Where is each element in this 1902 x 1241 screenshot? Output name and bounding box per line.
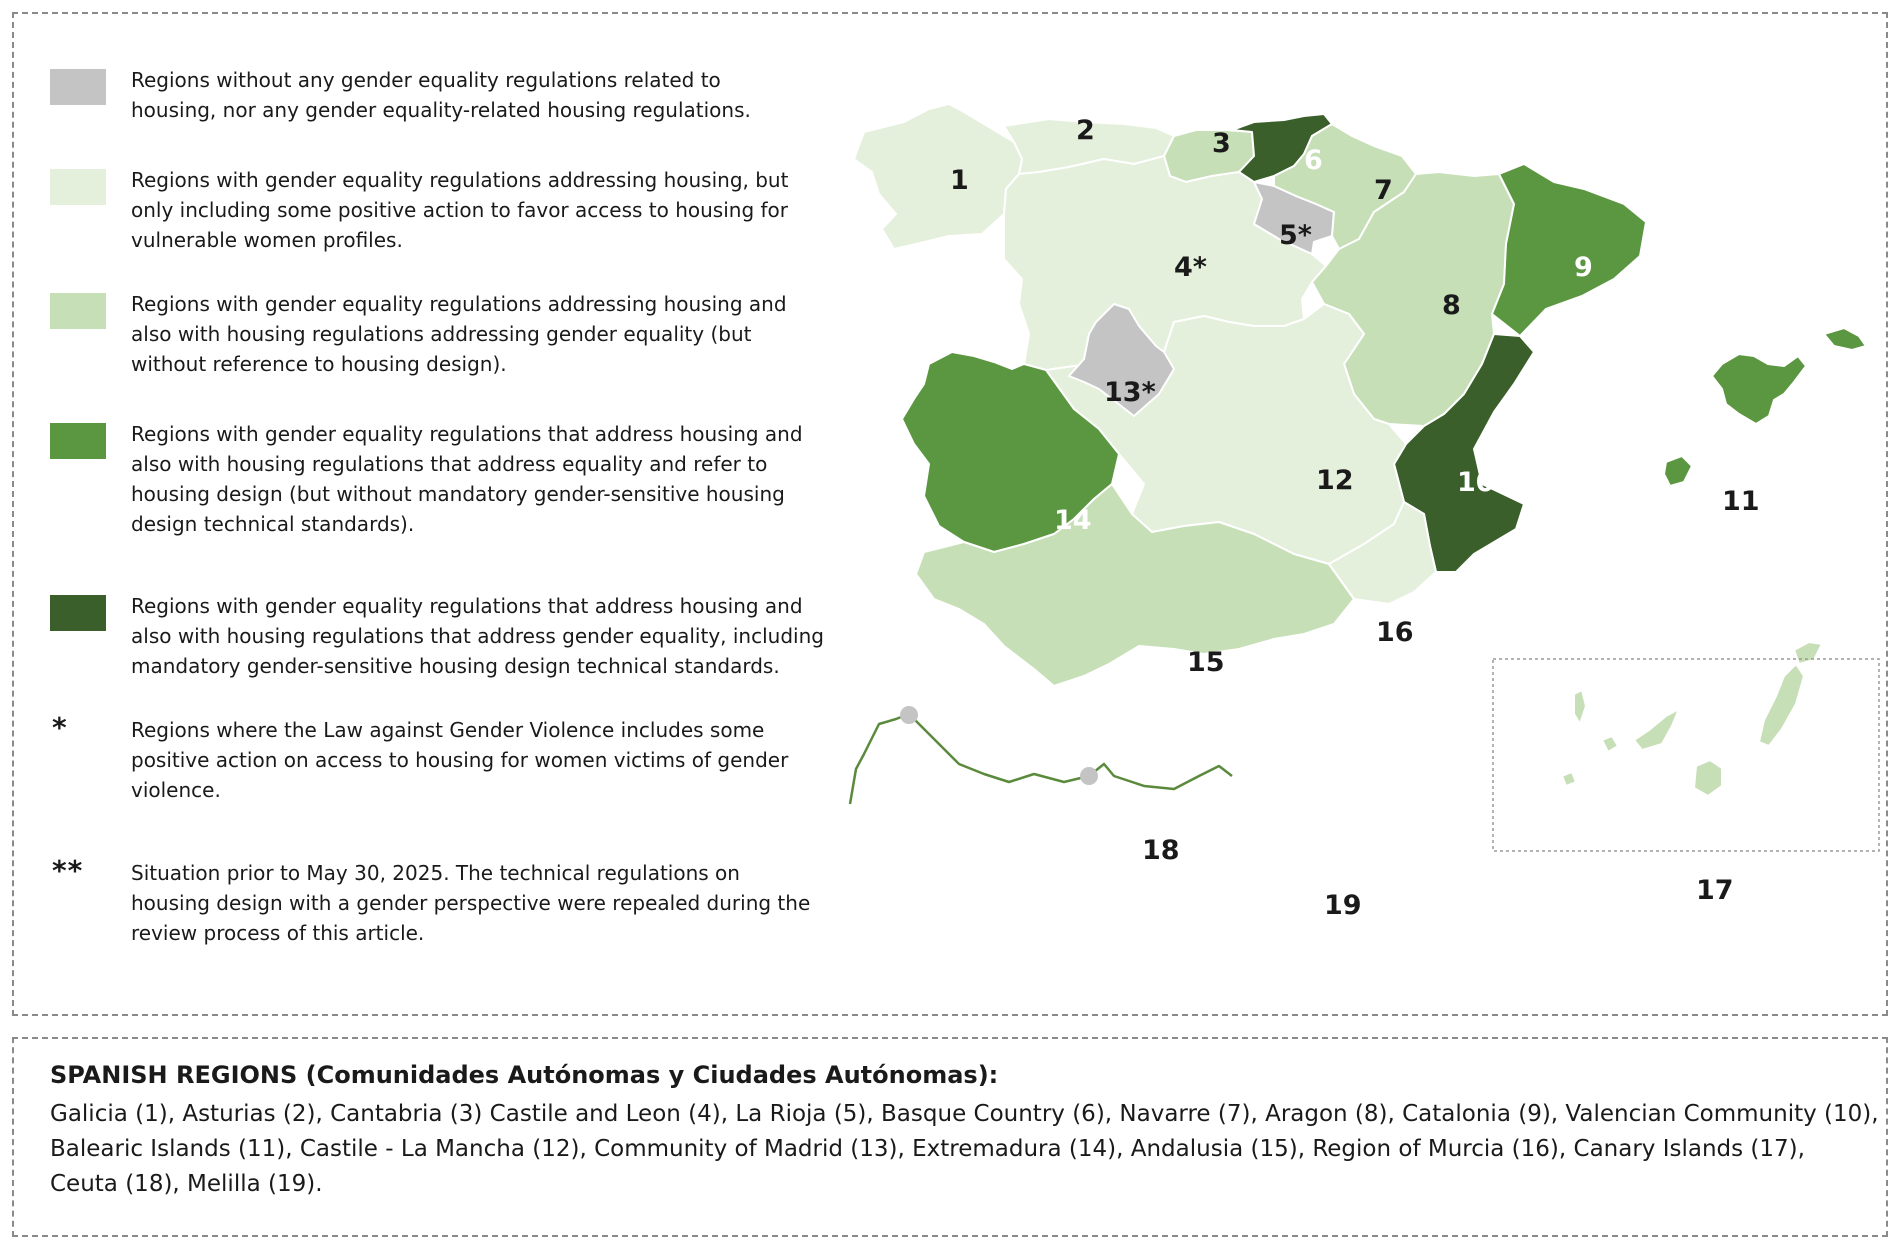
region-label-8: 8 [1442,290,1461,321]
spain-regions-map: 1 2 3 4* 5* 6 7 8 9 10** 11 12 13* 14 15… [848,103,1880,921]
legend-swatch-very-light-green [50,169,106,205]
region-canary-la-palma[interactable] [1573,689,1587,725]
region-label-12: 12 [1316,465,1354,496]
asterisk-mark: * [52,711,68,744]
canary-islands-inset-frame [1492,658,1880,852]
region-catalonia[interactable] [1491,163,1647,337]
legend-swatch-light-green [50,293,106,329]
regions-key-panel: SPANISH REGIONS (Comunidades Autónomas y… [12,1037,1888,1237]
region-label-7: 7 [1374,175,1393,206]
region-label-1: 1 [950,165,969,196]
region-label-11: 11 [1722,486,1760,517]
legend-text: Regions where the Law against Gender Vio… [131,718,789,802]
legend-text: Regions with gender equality regulations… [131,292,787,376]
region-melilla-marker[interactable] [1080,767,1098,785]
region-canary-el-hierro[interactable] [1561,771,1577,787]
legend-text: Situation prior to May 30, 2025. The tec… [131,861,811,945]
region-valencian-community[interactable] [1393,333,1535,573]
region-label-5: 5* [1279,220,1312,251]
region-label-18: 18 [1142,835,1180,866]
legend-text: Regions with gender equality regulations… [131,168,789,252]
region-label-17: 17 [1696,875,1734,906]
region-label-14: 14 [1054,505,1092,536]
region-label-15: 15 [1187,647,1225,678]
region-label-9: 9 [1574,252,1593,283]
region-community-of-madrid[interactable] [1068,303,1175,417]
region-label-6: 6 [1304,145,1323,176]
region-canary-gran-canaria[interactable] [1693,759,1723,797]
region-label-13: 13* [1104,377,1156,408]
region-balearic-menorca[interactable] [1823,327,1867,351]
region-label-10: 10** [1457,467,1512,498]
region-label-3: 3 [1212,128,1231,159]
legend-text: Regions without any gender equality regu… [131,68,751,122]
regions-list: Galicia (1), Asturias (2), Cantabria (3)… [50,1101,1879,1197]
region-label-2: 2 [1076,115,1095,146]
legend-swatch-dark-green [50,595,106,631]
legend-swatch-medium-green [50,423,106,459]
region-balearic-ibiza[interactable] [1663,455,1693,487]
region-label-19: 19 [1324,890,1362,921]
region-label-4: 4* [1174,252,1207,283]
region-ceuta-marker[interactable] [900,706,918,724]
region-label-16: 16 [1376,617,1414,648]
region-canary-fuerteventura[interactable] [1758,663,1805,747]
legend-text: Regions with gender equality regulations… [131,422,803,536]
legend-swatch-grey [50,69,106,105]
region-of-murcia[interactable] [1328,501,1437,605]
region-canary-lanzarote[interactable] [1793,641,1823,665]
region-andalusia[interactable] [915,483,1355,687]
north-africa-coastline [848,712,1233,805]
region-galicia[interactable] [853,103,1023,250]
region-balearic-mallorca[interactable] [1711,353,1807,425]
regions-heading: SPANISH REGIONS (Comunidades Autónomas y… [50,1061,999,1089]
map-legend-panel: Regions without any gender equality regu… [12,12,1888,1016]
double-asterisk-mark: ** [52,854,84,887]
legend-text: Regions with gender equality regulations… [131,594,824,678]
region-canary-tenerife[interactable] [1633,708,1680,751]
region-canary-la-gomera[interactable] [1601,735,1619,753]
